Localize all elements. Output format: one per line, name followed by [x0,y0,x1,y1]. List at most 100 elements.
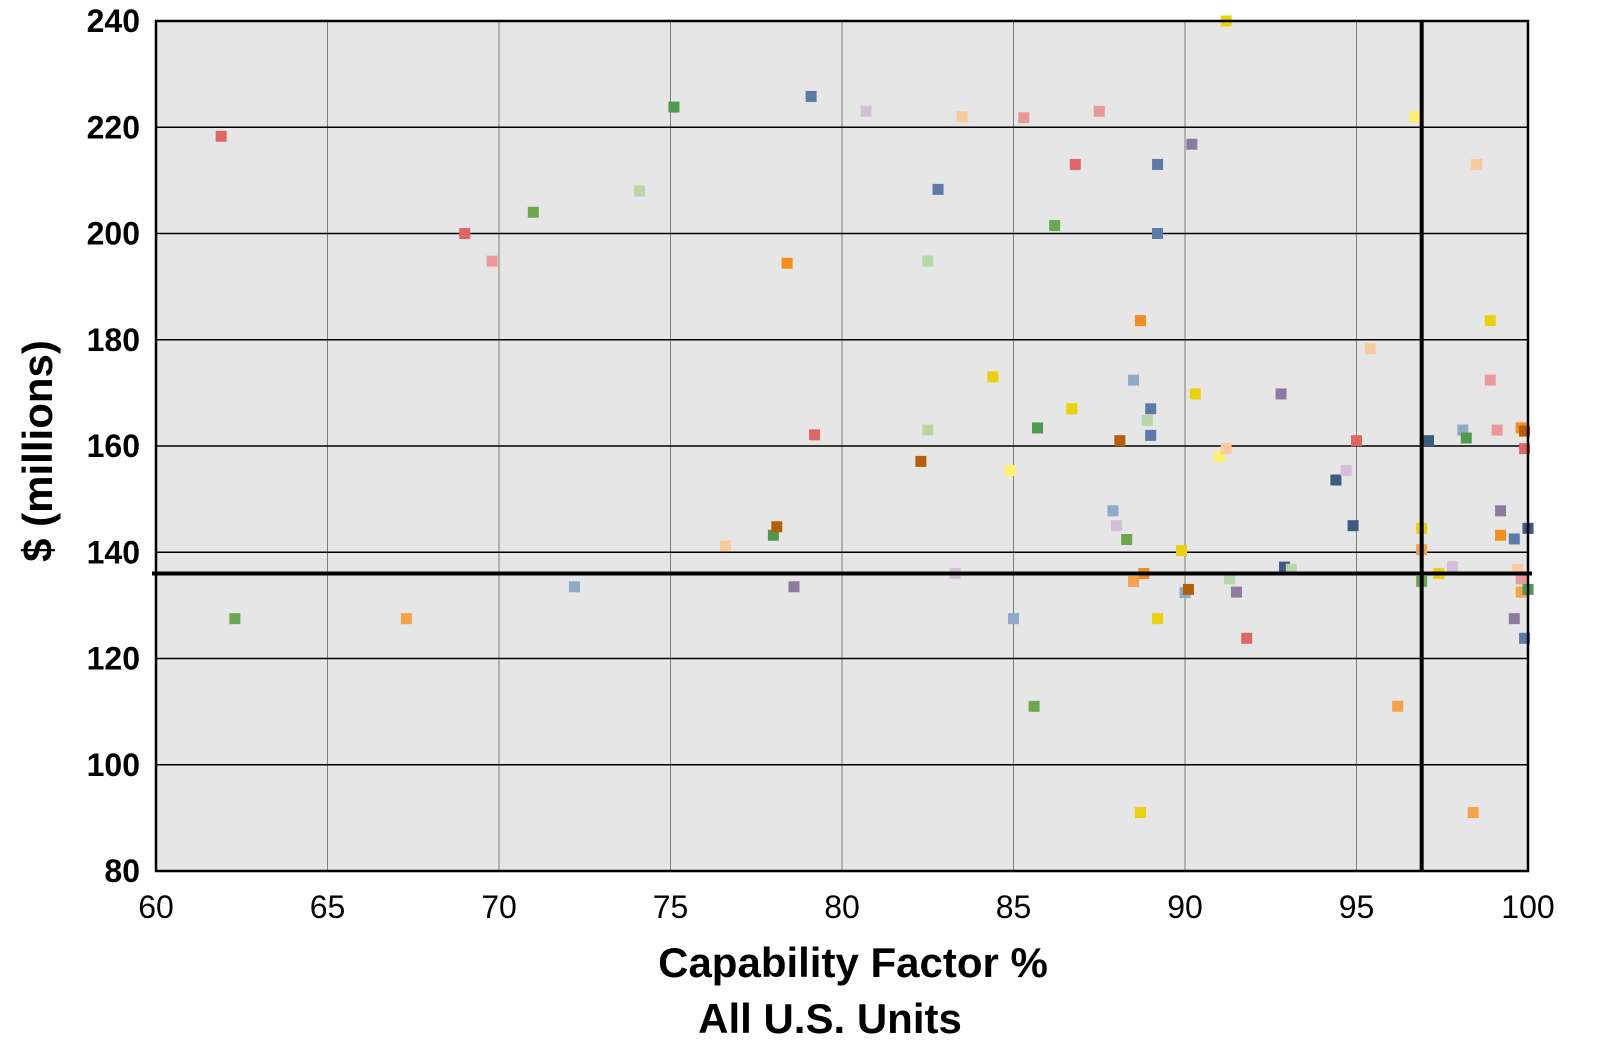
data-point [1241,632,1253,644]
data-point [1224,573,1236,585]
data-point [1484,315,1496,327]
data-point [634,185,646,197]
data-point [1220,443,1232,455]
x-axis-title-line-1: Capability Factor % [658,939,1048,986]
data-point [1519,632,1531,644]
data-point [1471,158,1483,170]
data-point [1515,586,1527,598]
y-tick-label: 200 [87,216,140,252]
data-point [1141,415,1153,426]
data-point [1508,533,1520,545]
data-point [1128,575,1140,587]
data-point [1484,374,1496,386]
x-tick-label: 90 [1167,889,1203,925]
reference-lines [152,21,1532,871]
y-tick-label: 160 [87,428,140,464]
data-point [486,255,498,267]
data-point [1008,613,1019,625]
data-point [229,613,241,625]
plot-border [154,19,1530,873]
data-point [1152,228,1164,239]
data-point [1110,520,1122,532]
data-point [956,111,968,123]
x-tick-label: 60 [138,889,174,925]
data-point [1351,435,1362,447]
y-tick-label: 80 [104,853,140,889]
data-point [922,255,934,267]
data-point [1519,425,1531,437]
data-point [1230,586,1242,598]
data-point [1447,561,1459,573]
data-point [1152,613,1164,625]
data-point [1114,435,1126,447]
data-point [771,521,783,533]
data-point [1176,545,1188,557]
data-point [1508,613,1520,625]
x-axis-title-line-2: All U.S. Units [698,995,962,1042]
data-point [1049,220,1061,232]
y-tick-label: 120 [87,641,140,677]
x-tick-label: 80 [824,889,860,925]
data-point [987,371,999,383]
data-point [1145,429,1157,441]
data-point [1423,435,1435,447]
data-point [1409,111,1421,123]
data-point [1347,520,1359,532]
data-point [805,90,817,102]
data-point [1457,424,1469,436]
data-point [527,206,539,218]
data-point [1340,464,1352,476]
data-point [1186,138,1198,150]
y-tick-label: 240 [87,3,140,39]
data-point [459,228,471,239]
data-point [1213,451,1225,463]
data-point [915,455,927,467]
x-tick-label: 65 [310,889,346,925]
data-point [1093,105,1105,117]
data-point [1519,443,1531,455]
y-axis-title: $ (millions) [14,340,61,562]
x-tick-label: 100 [1501,889,1554,925]
data-point [809,429,821,441]
data-point [1145,403,1157,415]
data-point [568,581,580,593]
data-point [1107,505,1119,517]
data-point [860,105,872,117]
data-point [1152,158,1164,170]
data-point [400,613,412,625]
y-axis-ticks: 80 100 120 140 160 180 200 220 240 [87,3,140,889]
data-point [1128,374,1140,386]
data-point [1491,424,1503,436]
data-point [719,540,731,552]
data-point [1066,403,1078,415]
data-point [1364,343,1376,355]
y-tick-label: 140 [87,534,140,570]
data-point [1182,583,1194,595]
data-point [1495,505,1507,517]
data-point [1018,112,1030,124]
x-tick-label: 70 [481,889,517,925]
x-axis-ticks: 60 65 70 75 80 85 90 95 100 [138,889,1554,925]
data-point [1495,529,1507,541]
x-tick-label: 85 [996,889,1032,925]
y-tick-label: 180 [87,322,140,358]
x-tick-label: 75 [653,889,689,925]
data-point [1189,388,1201,400]
data-point [1275,388,1287,400]
data-point [1028,700,1040,712]
data-point [1134,807,1146,819]
data-point [781,257,793,269]
data-point [1004,464,1016,476]
data-point [1134,315,1146,327]
data-point [1460,432,1472,444]
data-point [215,130,227,142]
data-point [1392,700,1404,712]
data-point [788,581,800,593]
data-point [1069,158,1081,170]
data-point [922,424,934,436]
data-point [767,529,779,541]
data-point [668,101,680,113]
data-point [1285,563,1297,575]
x-tick-label: 95 [1339,889,1375,925]
